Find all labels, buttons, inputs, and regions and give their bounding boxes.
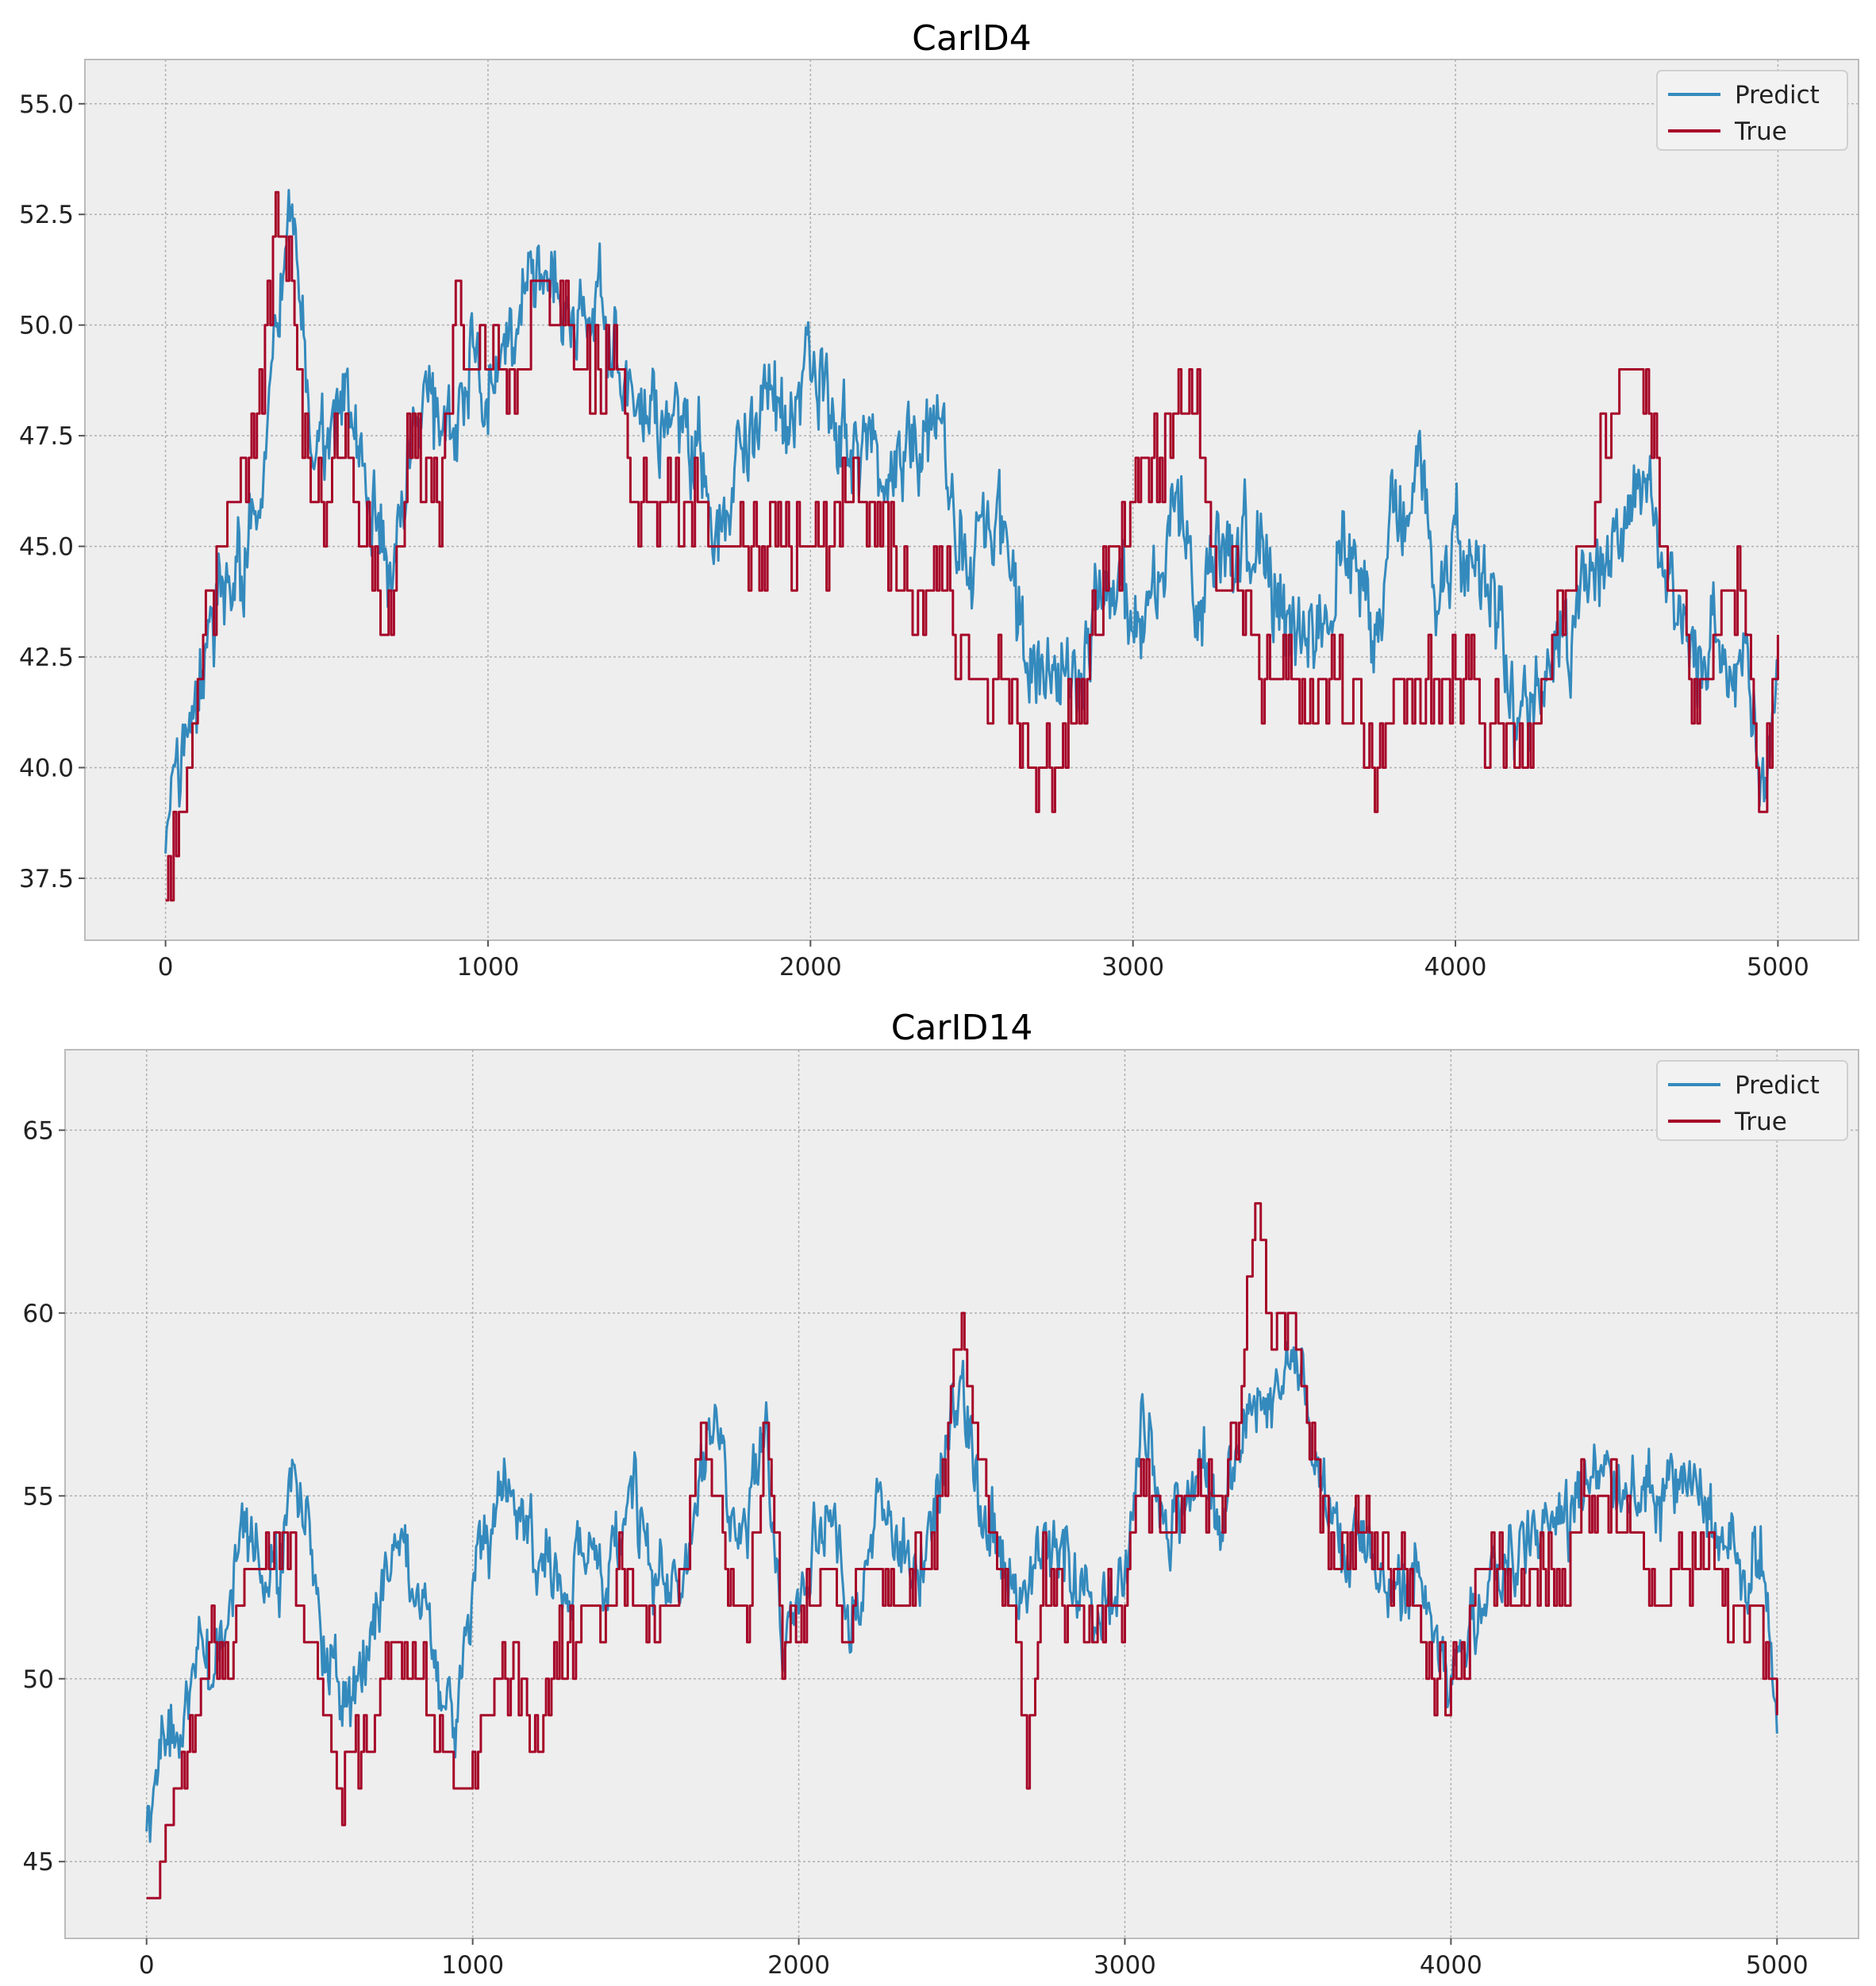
y-tick-label: 60 [23, 1300, 54, 1328]
plot-area [84, 59, 1859, 941]
x-tick-label: 0 [158, 953, 174, 981]
x-tick-label: 1000 [457, 953, 520, 981]
x-tick-label: 4000 [1420, 1951, 1482, 1980]
x-tick-label: 2000 [779, 953, 842, 981]
y-tick-label: 52.5 [19, 201, 74, 229]
y-tick-label: 37.5 [19, 865, 74, 893]
series-true [165, 190, 1779, 902]
series-line-predict [145, 1341, 1778, 1843]
legend: Predict True [1656, 1060, 1848, 1141]
legend-label-predict: Predict [1735, 1071, 1820, 1100]
x-tick-label: 1000 [441, 1951, 504, 1980]
series-true [146, 1202, 1778, 1900]
legend: Predict True [1656, 70, 1848, 151]
ticks: 0 1000 2000 3000 4000 5000 37.5 40.0 42.5 45.0 47.… [19, 90, 1809, 981]
y-tick-label: 55.0 [19, 90, 74, 119]
chart-title: CarID14 [891, 1008, 1033, 1048]
y-tick-label: 65 [23, 1116, 54, 1145]
x-tick-label: 4000 [1424, 953, 1487, 981]
x-tick-label: 3000 [1094, 1951, 1156, 1980]
y-tick-label: 55 [23, 1482, 54, 1511]
x-tick-label: 2000 [767, 1951, 830, 1980]
y-tick-label: 50.0 [19, 312, 74, 340]
legend-label-predict: Predict [1735, 81, 1820, 109]
y-tick-label: 45.0 [19, 533, 74, 562]
ticks: 0 1000 2000 3000 4000 5000 45 50 55 60 65 [23, 1116, 1809, 1980]
series-line-predict [164, 189, 1779, 854]
y-tick-label: 47.5 [19, 422, 74, 451]
x-tick-label: 5000 [1746, 1951, 1809, 1980]
series-layer [164, 189, 1779, 902]
legend-label-true: True [1734, 117, 1787, 146]
y-tick-label: 40.0 [19, 754, 74, 782]
series-line-true [146, 1202, 1778, 1900]
x-tick-label: 5000 [1747, 953, 1809, 981]
x-tick-label: 0 [139, 1951, 155, 1980]
series-layer [145, 1202, 1778, 1900]
y-tick-label: 42.5 [19, 643, 74, 672]
series-line-true [165, 190, 1779, 902]
grid [85, 60, 1859, 940]
x-tick-label: 3000 [1101, 953, 1164, 981]
chart-title: CarID4 [912, 18, 1032, 59]
legend-label-true: True [1734, 1108, 1787, 1136]
y-tick-label: 50 [23, 1665, 54, 1694]
series-predict [145, 1341, 1778, 1843]
series-predict [164, 189, 1779, 854]
chart-carid4: 0 1000 2000 3000 4000 5000 37.5 40.0 42.5 45.0 47.… [19, 18, 1859, 981]
y-tick-label: 45 [23, 1848, 54, 1877]
